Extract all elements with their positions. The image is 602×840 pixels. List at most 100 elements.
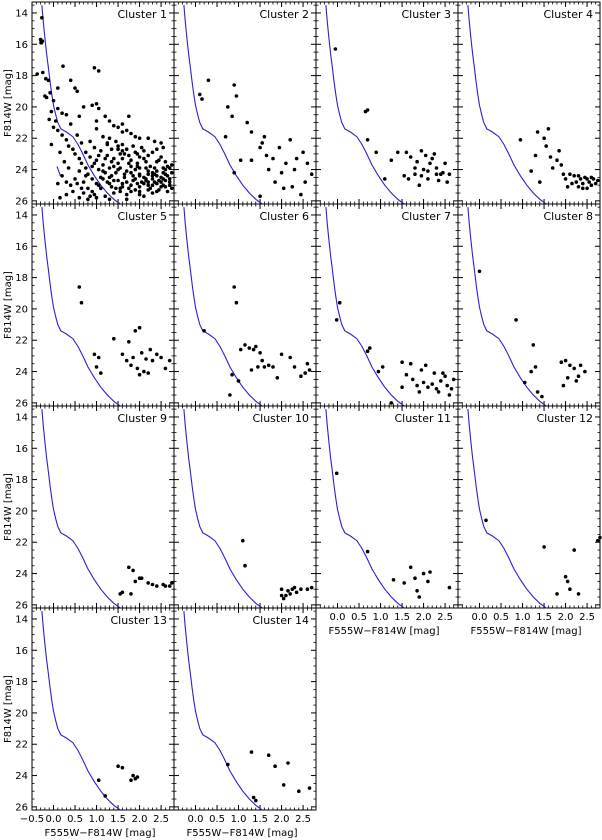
panel-10: Cluster 10 bbox=[173, 405, 317, 609]
star-point bbox=[120, 765, 125, 770]
star-point bbox=[443, 374, 447, 379]
star-point bbox=[236, 379, 241, 383]
panel-3: Cluster 3 bbox=[315, 1, 459, 205]
star-point bbox=[305, 587, 310, 591]
star-point bbox=[555, 592, 559, 596]
isochrone-line bbox=[325, 5, 405, 205]
star-point bbox=[226, 762, 230, 767]
star-point bbox=[73, 152, 77, 156]
star-point bbox=[299, 374, 303, 379]
x-tick-label: 2.5 bbox=[295, 814, 311, 825]
star-point bbox=[563, 177, 568, 181]
star-point bbox=[142, 156, 146, 161]
star-point bbox=[559, 163, 564, 167]
star-point bbox=[286, 761, 290, 765]
star-point bbox=[292, 365, 297, 369]
star-point bbox=[484, 518, 488, 523]
star-point bbox=[49, 142, 54, 147]
isochrone-line bbox=[41, 409, 121, 609]
star-point bbox=[155, 189, 159, 194]
star-point bbox=[447, 393, 452, 397]
star-point bbox=[107, 175, 112, 180]
star-point bbox=[56, 128, 60, 133]
star-point bbox=[167, 183, 172, 187]
y-tick-label: 24 bbox=[15, 367, 28, 378]
star-point bbox=[294, 156, 299, 161]
star-point bbox=[266, 363, 271, 368]
star-point bbox=[44, 95, 49, 100]
star-point bbox=[273, 180, 277, 184]
star-point bbox=[447, 585, 452, 590]
star-point bbox=[109, 159, 114, 164]
star-point bbox=[139, 576, 144, 580]
star-point bbox=[574, 379, 579, 383]
isochrone-line bbox=[325, 409, 405, 609]
panel-8: Cluster 8 bbox=[457, 203, 601, 407]
star-point bbox=[142, 369, 146, 374]
star-point bbox=[415, 159, 419, 164]
star-point bbox=[112, 336, 116, 341]
y-tick-label: 26 bbox=[15, 600, 28, 611]
star-point bbox=[84, 174, 88, 178]
star-point bbox=[135, 366, 140, 371]
star-point bbox=[288, 592, 293, 596]
y-tick-label: 16 bbox=[15, 40, 28, 51]
star-point bbox=[423, 153, 428, 158]
star-point bbox=[365, 349, 370, 354]
star-point bbox=[167, 584, 172, 588]
panel-12: 0.0 0.5 1.0 1.5 2.0 2.5 F555W−F814W [mag] Clust… bbox=[457, 405, 602, 637]
star-point bbox=[90, 164, 94, 169]
star-point bbox=[428, 570, 432, 574]
star-point bbox=[417, 390, 422, 394]
star-point bbox=[258, 145, 262, 150]
star-point bbox=[598, 535, 602, 540]
star-point bbox=[62, 159, 67, 164]
panel-title: Cluster 11 bbox=[394, 412, 451, 425]
star-point bbox=[103, 194, 107, 198]
star-point bbox=[142, 194, 146, 198]
star-point bbox=[133, 329, 138, 333]
star-point bbox=[159, 175, 163, 180]
star-point bbox=[101, 134, 105, 139]
star-point bbox=[131, 773, 135, 778]
x-axis-title: F555W−F814W [mag] bbox=[186, 828, 297, 839]
star-point bbox=[309, 585, 314, 590]
star-point bbox=[271, 365, 275, 369]
star-point bbox=[230, 372, 234, 377]
star-point bbox=[303, 180, 308, 184]
star-point bbox=[56, 86, 60, 90]
star-point bbox=[281, 186, 286, 191]
star-point bbox=[41, 70, 45, 75]
y-axis-title: F814W [mag] bbox=[3, 271, 14, 339]
star-point bbox=[88, 194, 92, 198]
star-point bbox=[279, 587, 284, 591]
star-point bbox=[94, 102, 99, 106]
star-point bbox=[94, 195, 99, 200]
star-point bbox=[155, 147, 159, 151]
star-point bbox=[415, 589, 419, 593]
star-point bbox=[139, 351, 144, 355]
star-point bbox=[288, 138, 293, 142]
star-point bbox=[99, 149, 103, 153]
star-point bbox=[518, 138, 523, 142]
star-point bbox=[112, 156, 116, 161]
star-point bbox=[159, 141, 163, 145]
star-point bbox=[60, 133, 64, 137]
star-point bbox=[170, 581, 174, 585]
star-point bbox=[568, 172, 572, 176]
star-point bbox=[389, 401, 394, 405]
star-point bbox=[137, 185, 142, 189]
star-point bbox=[35, 72, 39, 76]
star-point bbox=[116, 125, 120, 130]
x-tick-label: 2.0 bbox=[132, 814, 148, 825]
star-point bbox=[61, 64, 65, 68]
star-point bbox=[299, 192, 303, 197]
star-point bbox=[266, 753, 271, 757]
star-point bbox=[544, 144, 548, 148]
star-point bbox=[421, 571, 426, 576]
star-point bbox=[96, 778, 101, 782]
panel-title: Cluster 3 bbox=[401, 8, 451, 21]
x-tick-label: 0.5 bbox=[209, 814, 225, 825]
panel-title: Cluster 6 bbox=[259, 210, 309, 223]
star-point bbox=[305, 161, 310, 166]
